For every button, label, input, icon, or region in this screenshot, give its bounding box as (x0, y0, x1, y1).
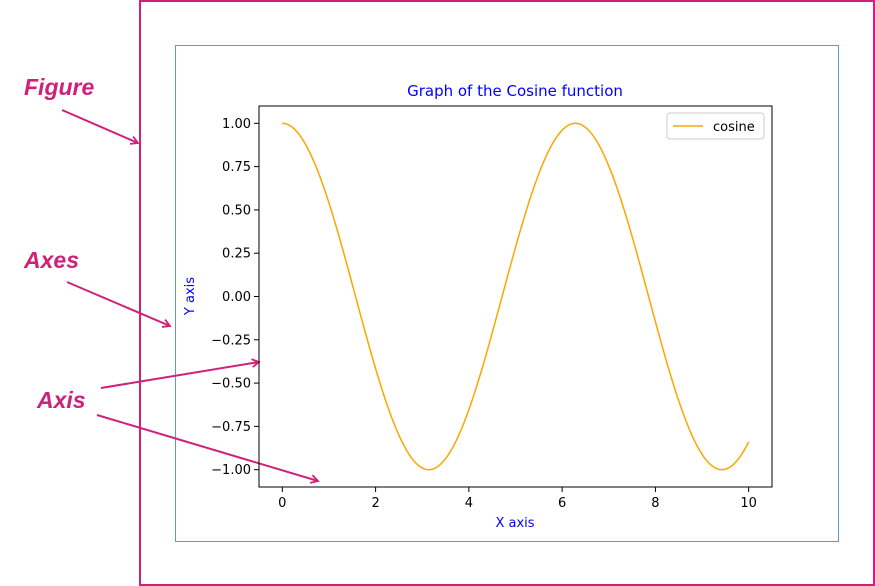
figure-annotation-label: Figure (24, 74, 95, 100)
axis-arrow-x (96, 414, 320, 484)
axis-annotation-label: Axis (37, 387, 86, 413)
y-tick-label: −1.00 (211, 463, 251, 478)
y-tick-label: 0.25 (222, 247, 251, 262)
axes-annotation-label: Axes (24, 247, 79, 273)
y-tick-label: −0.75 (211, 420, 251, 435)
x-axis-label: X axis (495, 516, 534, 531)
figure-frame (139, 0, 875, 586)
y-tick-label: 0.50 (222, 203, 251, 218)
series-line-cosine (282, 122, 750, 471)
x-tick-label: 2 (371, 496, 379, 511)
axis-arrow-y (100, 358, 261, 389)
x-tick-label: 4 (465, 496, 473, 511)
plot-area-frame (258, 105, 773, 488)
legend-box (666, 112, 765, 140)
chart-title: Graph of the Cosine function (407, 82, 623, 100)
figure-arrow (61, 109, 140, 145)
y-tick-label: 1.00 (222, 117, 251, 132)
axes-arrow (66, 281, 172, 328)
legend: cosine (666, 112, 765, 140)
y-tick-label: 0.00 (222, 290, 251, 305)
x-tick-label: 0 (278, 496, 286, 511)
y-tick-label: −0.50 (211, 377, 251, 392)
y-axis-label: Y axis (183, 277, 198, 316)
x-tick-label: 10 (740, 496, 757, 511)
x-tick-label: 6 (558, 496, 566, 511)
legend-label-cosine: cosine (713, 120, 755, 135)
y-tick-label: 0.75 (222, 160, 251, 175)
x-tick-label: 8 (651, 496, 659, 511)
axes-frame (175, 45, 839, 542)
y-tick-label: −0.25 (211, 333, 251, 348)
